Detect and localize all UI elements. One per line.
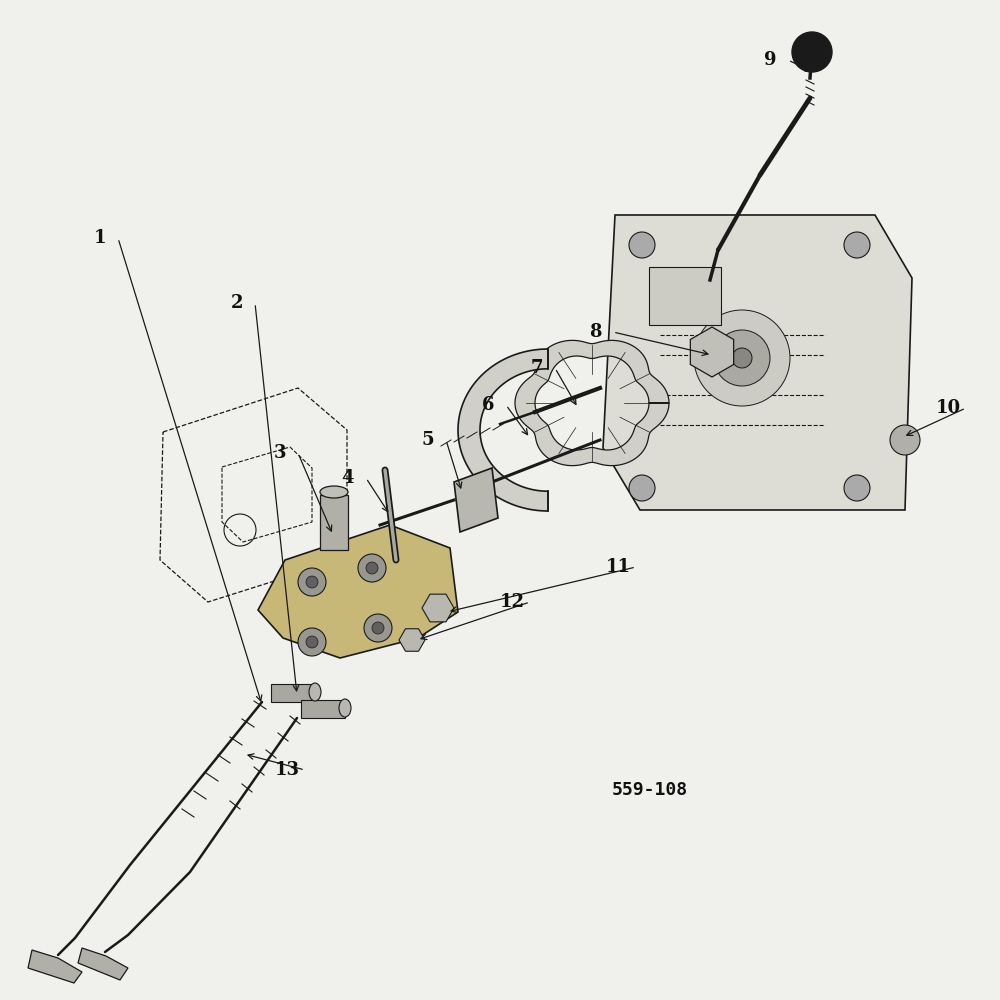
Bar [320,495,348,550]
Polygon shape [690,327,734,377]
Text: 3: 3 [274,444,286,462]
Text: 12: 12 [500,593,524,611]
Circle shape [844,232,870,258]
Polygon shape [458,349,548,511]
Text: 9: 9 [764,51,776,69]
Circle shape [629,232,655,258]
Text: 4: 4 [342,469,354,487]
Bar [649,267,721,325]
Bar [271,684,315,702]
Circle shape [732,348,752,368]
Circle shape [629,475,655,501]
Circle shape [298,628,326,656]
Ellipse shape [309,683,321,701]
Ellipse shape [320,486,348,498]
Text: 559-108: 559-108 [612,781,688,799]
Polygon shape [78,948,128,980]
Text: 11: 11 [606,558,631,576]
Polygon shape [603,215,912,510]
Text: 13: 13 [274,761,300,779]
Text: 2: 2 [231,294,243,312]
Circle shape [366,562,378,574]
Circle shape [306,636,318,648]
Circle shape [844,475,870,501]
Text: 5: 5 [422,431,434,449]
Polygon shape [422,594,454,622]
Circle shape [306,576,318,588]
Bar [301,700,345,718]
Circle shape [364,614,392,642]
Polygon shape [454,468,498,532]
Text: 8: 8 [589,323,601,341]
Circle shape [714,330,770,386]
Circle shape [890,425,920,455]
Ellipse shape [339,699,351,717]
Circle shape [792,32,832,72]
Text: 6: 6 [482,396,494,414]
Polygon shape [258,525,458,658]
Text: 10: 10 [935,399,961,417]
Polygon shape [399,629,425,651]
Circle shape [358,554,386,582]
Text: 1: 1 [94,229,106,247]
Circle shape [298,568,326,596]
Text: 7: 7 [531,359,543,377]
Circle shape [694,310,790,406]
Polygon shape [515,340,669,466]
Polygon shape [28,950,82,983]
Circle shape [372,622,384,634]
